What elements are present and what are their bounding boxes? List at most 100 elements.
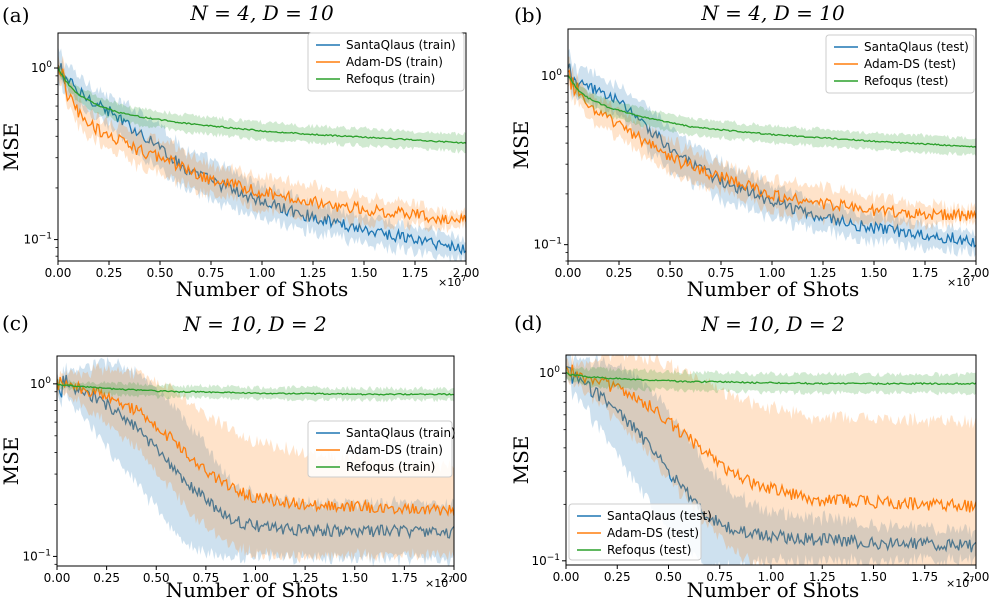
series-band xyxy=(57,356,454,566)
series-line xyxy=(58,63,466,256)
series-line xyxy=(566,371,976,386)
y-tick-label: 10−1 xyxy=(23,232,52,247)
legend-entry: Adam-DS (test) xyxy=(607,526,699,540)
x-tick-label: 0.25 xyxy=(96,266,123,280)
y-axis-label: MSE xyxy=(0,437,23,486)
x-tick-label: 1.75 xyxy=(911,570,938,584)
x-tick-label: 1.50 xyxy=(860,570,887,584)
legend-box xyxy=(307,420,453,478)
x-tick-label: 1.50 xyxy=(351,266,378,280)
x-tick-label: 1.25 xyxy=(292,571,319,585)
x-tick-label: 1.75 xyxy=(402,266,429,280)
chart-panel: (b) N = 4, D = 10 0.00 0.25 0.50 0.75 1.00 1.25… xyxy=(509,1,989,301)
legend-entry: Refoqus (test) xyxy=(607,543,691,557)
plot-area xyxy=(58,46,466,261)
x-tick-label: 2.00 xyxy=(441,571,468,585)
x-tick-label: 0.00 xyxy=(553,570,580,584)
y-tick-label: 100 xyxy=(539,365,560,380)
x-tick-label: 1.00 xyxy=(242,571,269,585)
x-tick-label: 0.75 xyxy=(193,571,220,585)
legend: SantaQlaus (test) Adam-DS (test) Refoqus (… xyxy=(568,503,712,561)
x-tick-label: 0.25 xyxy=(606,266,633,280)
legend-box xyxy=(568,503,702,561)
x-tick-label: 0.50 xyxy=(147,266,174,280)
x-axis-label: Number of Shots xyxy=(176,277,349,301)
series-line xyxy=(57,376,454,517)
x-tick-label: 1.25 xyxy=(810,266,837,280)
series-line xyxy=(58,64,466,226)
legend-box xyxy=(825,34,975,94)
x-tick-label: 1.50 xyxy=(341,571,368,585)
series-band xyxy=(566,355,976,565)
legend-entry: Refoqus (train) xyxy=(346,72,435,86)
x-tick-label: 2.00 xyxy=(453,266,480,280)
panel-label: (d) xyxy=(514,311,542,335)
y-axis-label: MSE xyxy=(509,121,533,170)
chart-title: N = 10, D = 2 xyxy=(700,312,844,336)
x-scale-label: ×107 xyxy=(946,575,974,590)
x-tick-label: 1.00 xyxy=(758,570,785,584)
legend: SantaQlaus (test) Adam-DS (test) Refoqus (… xyxy=(825,34,975,94)
y-tick-label: 10−1 xyxy=(533,237,562,252)
series-line xyxy=(566,366,976,553)
legend-entry: Adam-DS (test) xyxy=(864,57,956,71)
x-scale-label: ×107 xyxy=(438,274,466,289)
legend-entry: SantaQlaus (test) xyxy=(607,509,712,523)
series-line xyxy=(568,69,976,222)
series-line xyxy=(58,67,466,145)
legend-entry: SantaQlaus (train) xyxy=(346,38,456,52)
x-axis-label: Number of Shots xyxy=(687,277,860,301)
x-axis-label: Number of Shots xyxy=(166,578,339,601)
x-tick-label: 0.00 xyxy=(45,266,72,280)
x-axis-label: Number of Shots xyxy=(687,578,860,601)
legend-entry: Adam-DS (train) xyxy=(346,443,443,457)
x-tick-label: 0.25 xyxy=(93,571,120,585)
panel-label: (b) xyxy=(514,3,542,27)
y-tick-label: 100 xyxy=(30,376,51,391)
series-band xyxy=(568,73,976,157)
x-tick-label: 0.25 xyxy=(604,570,631,584)
chart-title: N = 4, D = 10 xyxy=(700,1,845,25)
x-tick-label: 0.75 xyxy=(708,266,735,280)
chart-title: N = 4, D = 10 xyxy=(189,1,334,25)
panel-label: (a) xyxy=(2,3,30,27)
series-line xyxy=(57,382,454,396)
legend-entry: SantaQlaus (train) xyxy=(346,426,456,440)
chart-panel: (d) N = 10, D = 2 0.00 0.25 0.50 0.75 1.00 1.25… xyxy=(509,311,989,601)
series-band xyxy=(58,46,466,261)
y-tick-label: 10−1 xyxy=(531,553,560,568)
legend-entry: SantaQlaus (test) xyxy=(864,40,969,54)
x-tick-label: 0.50 xyxy=(655,570,682,584)
chart-panel: (c) N = 10, D = 2 0.00 0.25 0.50 0.75 1.00 1.25… xyxy=(0,311,467,601)
x-tick-label: 0.75 xyxy=(198,266,225,280)
legend: SantaQlaus (train) Adam-DS (train) Refoqus… xyxy=(307,32,465,92)
x-tick-label: 2.00 xyxy=(963,266,990,280)
x-tick-label: 1.25 xyxy=(300,266,327,280)
series-band xyxy=(57,363,454,564)
series-line xyxy=(568,75,976,148)
x-tick-label: 2.00 xyxy=(963,570,990,584)
series-band xyxy=(57,377,454,403)
x-tick-label: 1.00 xyxy=(759,266,786,280)
series-line xyxy=(566,364,976,513)
legend-entry: Adam-DS (train) xyxy=(346,55,443,69)
legend-entry: Refoqus (test) xyxy=(864,74,948,88)
x-tick-label: 0.00 xyxy=(555,266,582,280)
series-line xyxy=(568,63,976,248)
y-axis-label: MSE xyxy=(0,123,23,172)
y-axis-label: MSE xyxy=(509,436,533,485)
panel-label: (c) xyxy=(2,311,29,335)
plot-area xyxy=(57,356,454,566)
x-tick-label: 1.75 xyxy=(912,266,939,280)
chart-title: N = 10, D = 2 xyxy=(182,312,326,336)
x-scale-label: ×107 xyxy=(947,274,975,289)
series-band xyxy=(58,64,466,154)
x-tick-label: 0.50 xyxy=(657,266,684,280)
y-tick-label: 10−1 xyxy=(22,548,51,563)
series-band xyxy=(58,52,466,234)
y-tick-label: 100 xyxy=(541,68,562,83)
legend: SantaQlaus (train) Adam-DS (train) Refoqus… xyxy=(307,420,456,478)
chart-panel: (a) N = 4, D = 10 0.00 0.25 0.50 0.75 1.00 1.25… xyxy=(0,1,479,301)
